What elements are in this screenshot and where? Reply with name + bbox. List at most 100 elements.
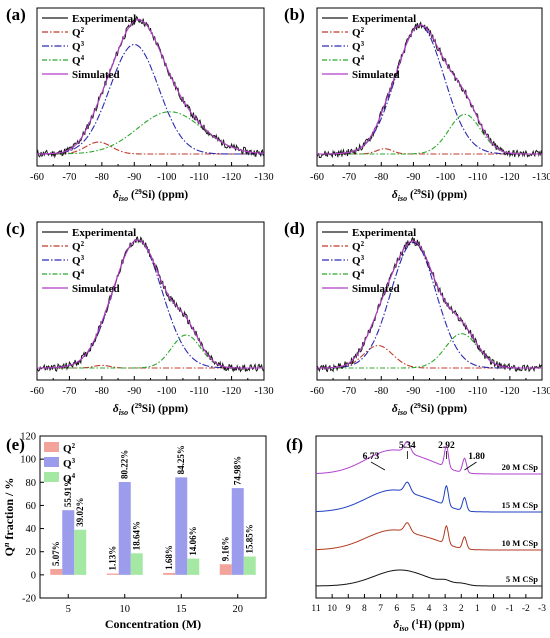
x-tick-label: 10 xyxy=(120,604,131,615)
q2-curve xyxy=(37,364,264,369)
x-tick-label: -100 xyxy=(157,172,176,183)
x-tick-label: -80 xyxy=(374,172,388,183)
bar-data-label: 84.25% xyxy=(176,445,186,474)
panel-d: (d) -60 -70 -80 -90 -100 -110 -120 -130 δiso (29S… xyxy=(284,219,550,417)
panel-label: (e) xyxy=(6,435,25,454)
bar-data-label: 14.06% xyxy=(188,526,198,555)
panel-a: (a) -60 -70 -80 -90 -100 -110 -120 -130 δiso (29S… xyxy=(6,5,274,203)
spectrum-3 xyxy=(316,481,542,513)
x-axis-label: δiso (29Si) (ppm) xyxy=(392,402,467,417)
bar-q2 xyxy=(106,573,119,575)
q3-curve xyxy=(317,242,542,369)
x-tick-label: -120 xyxy=(500,386,519,397)
spectrum-2 xyxy=(316,522,542,551)
bar-q2 xyxy=(219,564,232,575)
x-tick-label: 9 xyxy=(346,604,351,614)
legend-label: Q3 xyxy=(352,254,365,267)
legend-label: Experimental xyxy=(352,13,416,25)
x-tick-label: -70 xyxy=(62,386,76,397)
legend-label: Q2 xyxy=(352,26,365,39)
x-tick-label: -90 xyxy=(127,172,141,183)
legend-label: Experimental xyxy=(72,227,136,239)
legend-label: Q3 xyxy=(352,40,365,53)
bar-data-label: 1.68% xyxy=(164,545,174,570)
bar-data-label: 1.13% xyxy=(108,546,118,571)
legend-swatch xyxy=(44,472,59,482)
legend-label: Simulated xyxy=(352,69,400,81)
plot-frame xyxy=(39,435,267,599)
experimental-curve xyxy=(316,21,543,159)
legend-label: Q4 xyxy=(352,268,365,281)
legend-label: Simulated xyxy=(352,283,400,295)
panel-c: (c) -60 -70 -80 -90 -100 -110 -120 -130 δiso (29S… xyxy=(6,219,274,417)
y-tick-label: 60 xyxy=(26,501,37,512)
legend-label: Simulated xyxy=(72,283,120,295)
x-tick-label: -1 xyxy=(506,604,514,614)
x-tick-label: -130 xyxy=(532,386,550,397)
bar-q4 xyxy=(74,529,87,575)
q3-curve xyxy=(317,25,542,155)
experimental-curve xyxy=(36,15,265,159)
bar-data-label: 18.64% xyxy=(132,521,142,550)
y-tick-label: 80 xyxy=(26,478,37,489)
legend-swatch xyxy=(44,442,59,452)
peak-label: 5.34 xyxy=(399,441,416,451)
x-tick-label: -60 xyxy=(30,172,44,183)
legend-label: Q4 xyxy=(63,472,76,485)
x-tick-label: -130 xyxy=(532,172,550,183)
y-tick-label: 40 xyxy=(26,524,37,535)
panel-label: (b) xyxy=(284,5,305,24)
legend-label: Q2 xyxy=(63,442,76,455)
x-tick-label: -70 xyxy=(62,172,76,183)
spectrum-label: 10 M CSp xyxy=(502,538,539,548)
legend-label: Q4 xyxy=(352,54,365,67)
x-tick-label: -110 xyxy=(468,386,487,397)
bar-q4 xyxy=(187,558,200,575)
x-tick-label: 20 xyxy=(233,604,244,615)
bar-data-label: 5.07% xyxy=(51,541,61,566)
experimental-curve xyxy=(316,236,543,373)
x-axis-label: δiso (1H) (ppm) xyxy=(393,618,464,633)
y-tick-label: -20 xyxy=(22,594,36,605)
x-axis-label: Concentration (M) xyxy=(105,617,201,631)
x-tick-label: -100 xyxy=(436,386,455,397)
plot-frame xyxy=(316,221,543,381)
x-tick-label: -110 xyxy=(190,172,209,183)
legend-label: Q4 xyxy=(72,268,85,281)
x-tick-label: -120 xyxy=(500,172,519,183)
panel-e: (e) -20 0 20 40 60 80 100 120 Qn fraction / % Conc… xyxy=(2,432,267,631)
bar-q3 xyxy=(231,488,244,575)
simulated-curve xyxy=(317,24,542,155)
bar-q4 xyxy=(243,556,256,575)
spectrum-label: 15 M CSp xyxy=(502,500,539,510)
x-tick-label: 2 xyxy=(459,604,464,614)
x-tick-label: 8 xyxy=(362,604,367,614)
x-tick-label: -120 xyxy=(222,172,241,183)
bar-q2 xyxy=(50,568,63,575)
x-tick-label: 10 xyxy=(327,604,337,614)
peak-label-arrow xyxy=(370,461,386,471)
legend-label: Q2 xyxy=(352,240,365,253)
spectrum-1 xyxy=(316,569,542,587)
peak-label: 1.80 xyxy=(468,452,485,462)
panel-label: (c) xyxy=(6,219,25,238)
x-tick-label: 15 xyxy=(176,604,187,615)
legend-label: Simulated xyxy=(72,69,120,81)
q4-curve xyxy=(317,113,542,155)
bar-data-label: 74.98% xyxy=(233,456,243,485)
x-tick-label: 0 xyxy=(491,604,496,614)
bar-q2 xyxy=(163,572,176,575)
x-axis-label: δiso (29Si) (ppm) xyxy=(113,188,188,203)
legend-label: Q2 xyxy=(72,240,85,253)
x-tick-label: 3 xyxy=(443,604,448,614)
panel-b: (b) -60 -70 -80 -90 -100 -110 -120 -130 δiso (29S… xyxy=(284,5,550,203)
legend-label: Experimental xyxy=(352,227,416,239)
x-tick-label: 1 xyxy=(475,604,480,614)
x-tick-label: -60 xyxy=(30,386,44,397)
legend-label: Experimental xyxy=(72,13,136,25)
q3-curve xyxy=(37,43,264,155)
spectrum-label: 5 M CSp xyxy=(506,574,538,584)
spectrum-label: 20 M CSp xyxy=(502,462,539,472)
panel-label: (a) xyxy=(6,5,26,24)
